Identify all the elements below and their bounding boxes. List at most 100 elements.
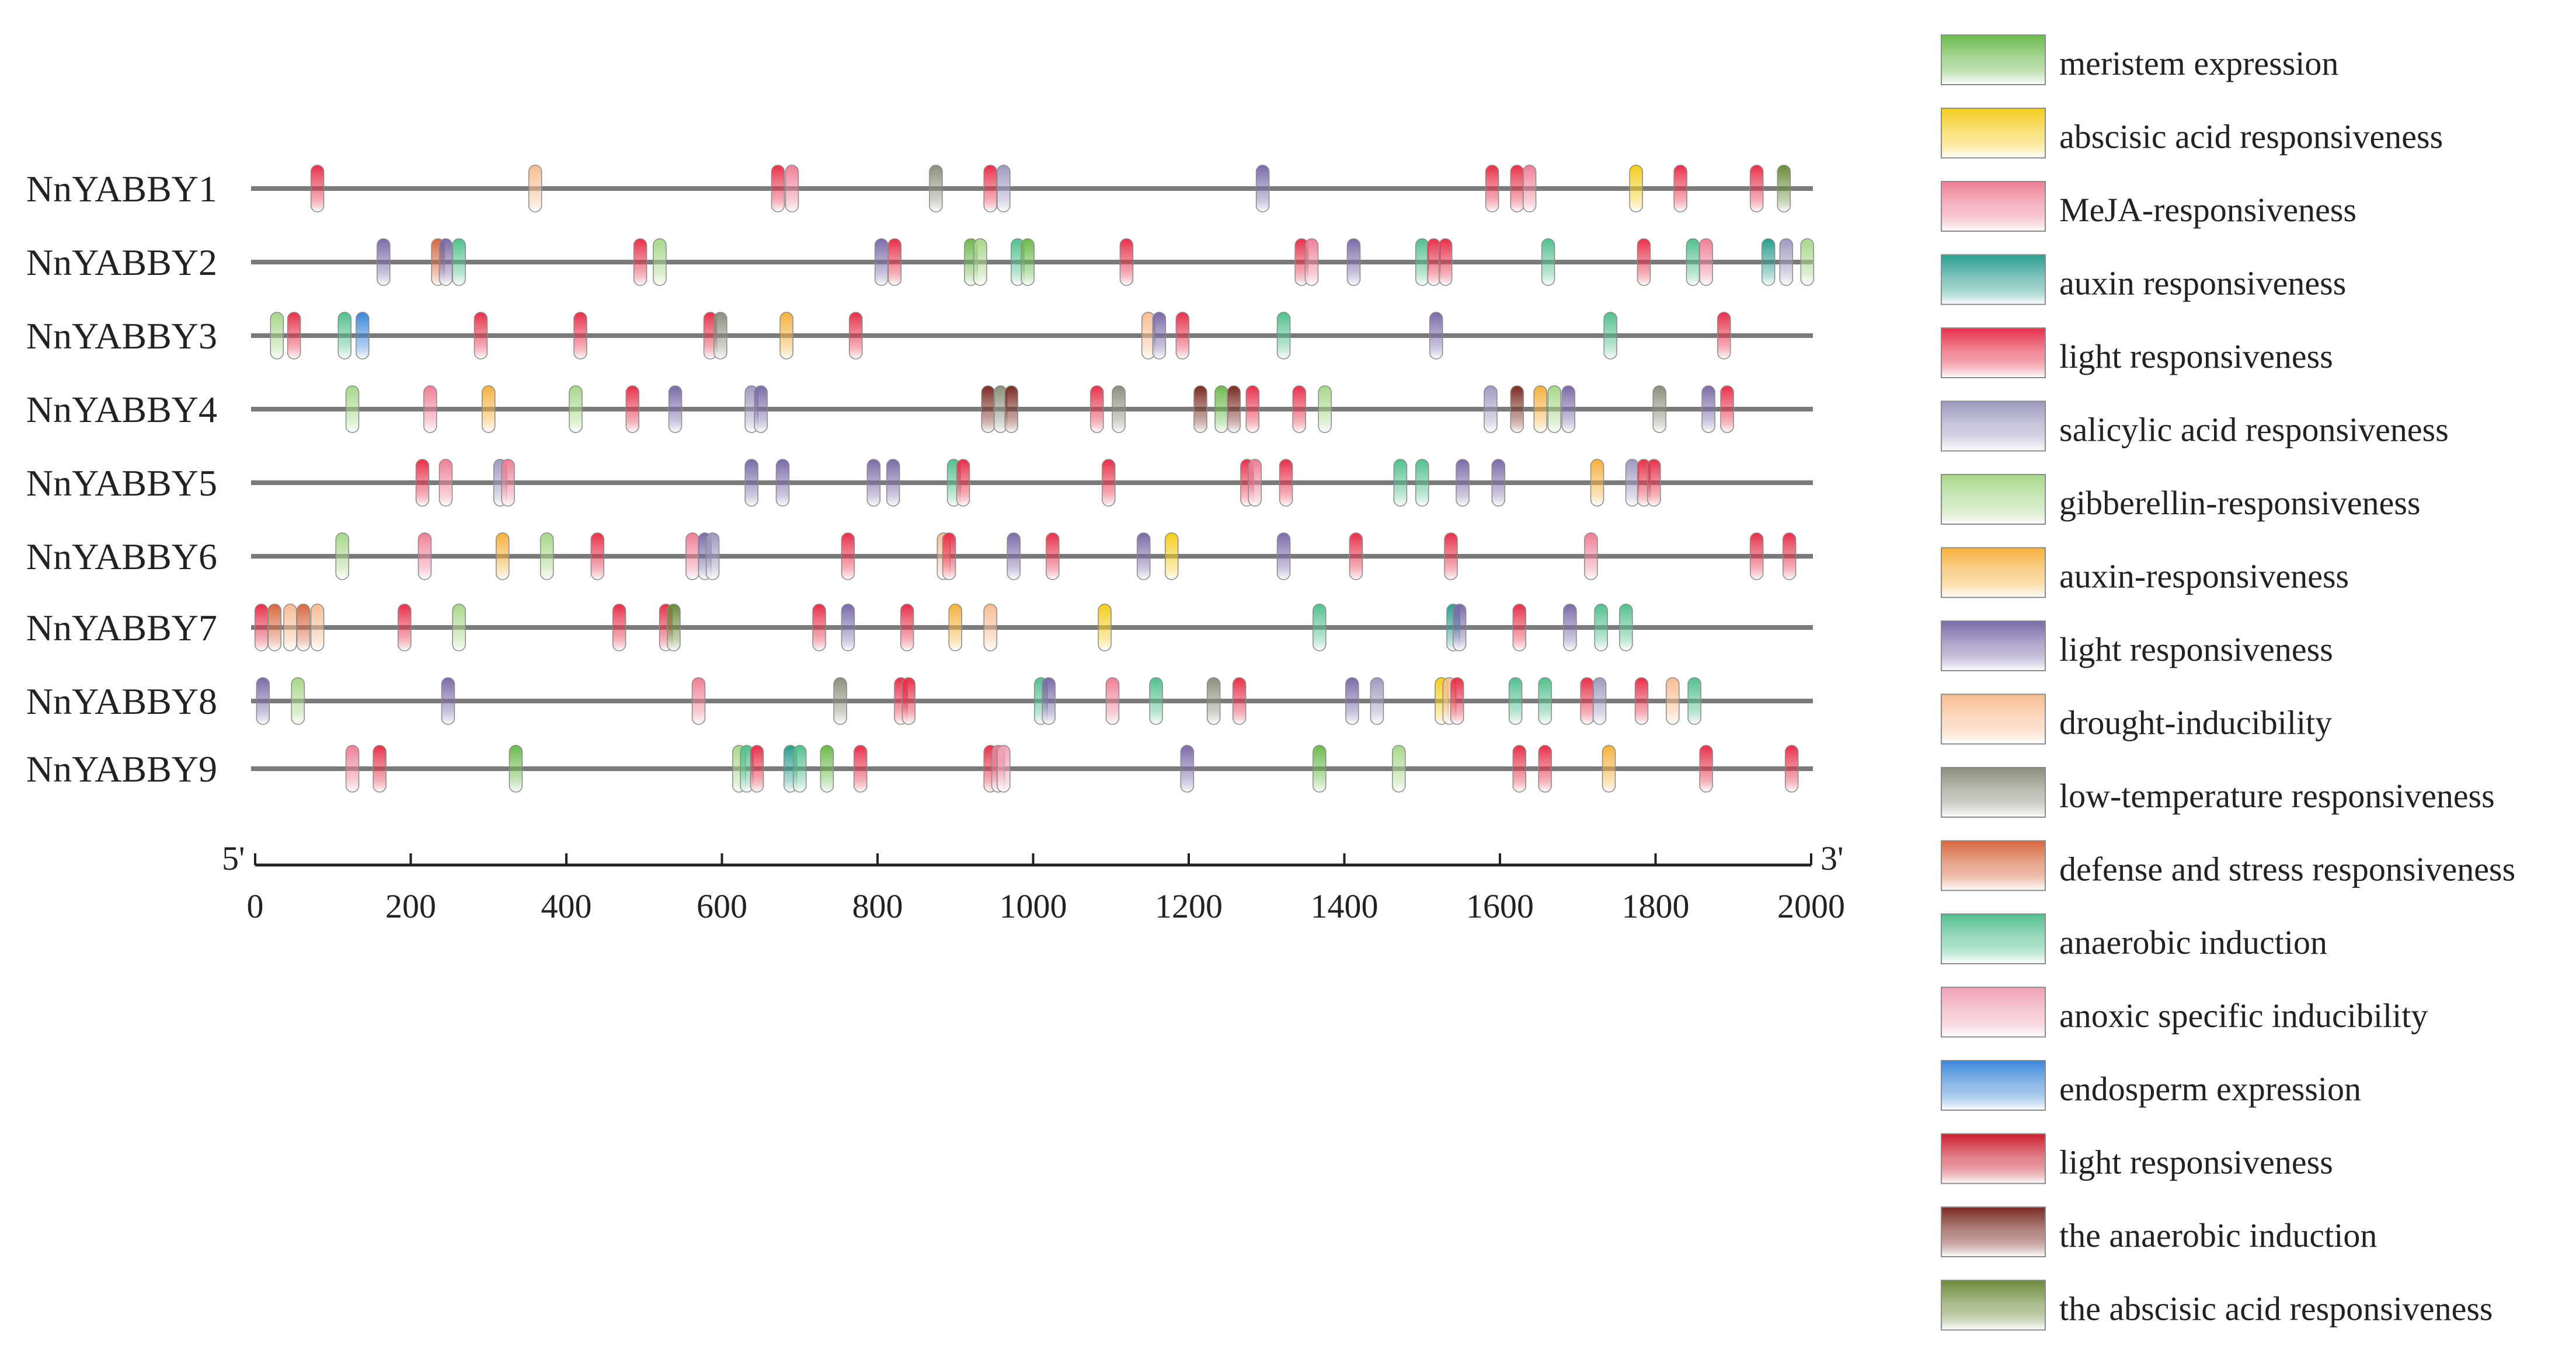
cis-element-marker — [1214, 385, 1228, 433]
cis-element-marker — [345, 385, 360, 433]
legend-item: defense and stress responsiveness — [1941, 840, 2515, 891]
cis-element-marker — [1206, 677, 1221, 725]
cis-element-marker — [452, 238, 466, 286]
cis-element-marker — [1393, 459, 1408, 507]
cis-element-marker — [754, 385, 768, 433]
cis-element-marker — [841, 604, 855, 651]
gene-tracks: NnYABBY1 NnYABBY2 NnYABBY3 NnYABBY4 NnYABBY5… — [26, 165, 1815, 793]
cis-element-marker — [254, 604, 269, 651]
gene-track: NnYABBY9 — [26, 745, 1813, 793]
cis-element-marker — [1673, 165, 1687, 212]
legend-label: endosperm expression — [2059, 1070, 2361, 1108]
cis-element-marker — [287, 312, 301, 360]
cis-element-marker — [1590, 459, 1604, 507]
cis-element-marker — [1450, 677, 1464, 725]
cis-element-marker — [633, 238, 648, 286]
cis-element-marker — [1800, 238, 1815, 286]
cis-element-marker — [1456, 459, 1470, 507]
cis-element-marker — [1346, 238, 1361, 286]
cis-element-marker — [1699, 745, 1713, 793]
legend-label: light responsiveness — [2059, 630, 2333, 668]
legend-item: auxin responsiveness — [1941, 254, 2346, 305]
cis-element-marker — [1370, 677, 1384, 725]
cis-element-marker — [929, 165, 943, 212]
cis-element-marker — [1522, 165, 1537, 212]
cis-element-marker — [1426, 238, 1441, 286]
legend-label: the abscisic acid responsiveness — [2059, 1290, 2493, 1328]
cis-element-marker — [1415, 238, 1429, 286]
cis-element-marker — [983, 604, 997, 651]
gene-label: NnYABBY9 — [26, 748, 217, 790]
cis-element-marker — [1227, 385, 1241, 433]
cis-element-marker — [942, 532, 956, 580]
cis-element-marker — [667, 604, 681, 651]
cis-element-marker — [482, 385, 496, 433]
cis-element-marker — [1547, 385, 1562, 433]
cis-element-marker — [1248, 459, 1262, 507]
cis-element-marker — [509, 745, 523, 793]
cis-element-marker — [1510, 385, 1524, 433]
cis-element-marker — [612, 604, 626, 651]
legend-swatch — [1941, 620, 2046, 671]
cis-element-marker — [1512, 604, 1527, 651]
cis-element-marker — [812, 604, 826, 651]
cis-element-marker — [1686, 238, 1700, 286]
cis-element-marker — [948, 604, 962, 651]
cis-element-marker — [1717, 312, 1731, 360]
cis-element-marker — [310, 165, 325, 212]
cis-element-marker — [668, 385, 683, 433]
x-tick-label: 1000 — [1000, 887, 1067, 925]
legend-swatch — [1941, 474, 2046, 525]
cis-element-marker — [377, 238, 391, 286]
cis-element-marker — [779, 312, 793, 360]
gene-track: NnYABBY4 — [26, 385, 1813, 433]
cis-element-marker — [1105, 677, 1120, 725]
legend-swatch — [1941, 986, 2046, 1038]
three-prime-label: 3' — [1820, 839, 1843, 877]
cis-element-marker — [1652, 385, 1666, 433]
cis-element-marker — [1046, 532, 1060, 580]
cis-element-marker — [997, 165, 1011, 212]
cis-element-marker — [866, 459, 881, 507]
x-tick-label: 1400 — [1311, 887, 1378, 925]
cis-element-marker — [423, 385, 437, 433]
gene-label: NnYABBY3 — [26, 315, 217, 357]
cis-element-marker — [337, 312, 351, 360]
cis-element-marker — [1701, 385, 1715, 433]
cis-element-marker — [1175, 312, 1190, 360]
legend-item: meristem expression — [1941, 34, 2338, 85]
cis-element-marker — [1777, 165, 1791, 212]
legend-label: abscisic acid responsiveness — [2059, 118, 2443, 156]
cis-element-marker — [713, 312, 727, 360]
legend-label: anoxic specific inducibility — [2059, 997, 2428, 1035]
cis-element-marker — [1485, 165, 1499, 212]
cis-element-marker — [1563, 604, 1577, 651]
legend-swatch — [1941, 840, 2046, 891]
legend-item: drought-inducibility — [1941, 693, 2332, 745]
cis-element-marker — [1313, 745, 1327, 793]
cis-element-marker — [1245, 385, 1260, 433]
cis-element-marker — [1438, 238, 1453, 286]
gene-track: NnYABBY6 — [26, 532, 1813, 580]
cis-element-marker — [1042, 677, 1056, 725]
legend-item: anaerobic induction — [1941, 913, 2327, 964]
cis-element-marker — [744, 459, 758, 507]
gene-track: NnYABBY3 — [26, 312, 1813, 360]
legend-item: salicylic acid responsiveness — [1941, 400, 2449, 452]
cis-element-marker — [1279, 459, 1293, 507]
legend-item: abscisic acid responsiveness — [1941, 107, 2443, 159]
gene-track: NnYABBY1 — [26, 165, 1813, 212]
legend-swatch — [1941, 107, 2046, 159]
gene-label: NnYABBY5 — [26, 462, 217, 504]
cis-element-marker — [887, 238, 902, 286]
cis-element-marker — [501, 459, 515, 507]
cis-element-marker — [793, 745, 807, 793]
legend-swatch — [1941, 1133, 2046, 1184]
gene-label: NnYABBY1 — [26, 168, 217, 210]
legend-item: MeJA-responsiveness — [1941, 181, 2356, 232]
cis-element-marker — [1484, 385, 1498, 433]
cis-element-marker — [833, 677, 847, 725]
cis-element-marker — [820, 745, 834, 793]
legend-swatch — [1941, 1206, 2046, 1257]
